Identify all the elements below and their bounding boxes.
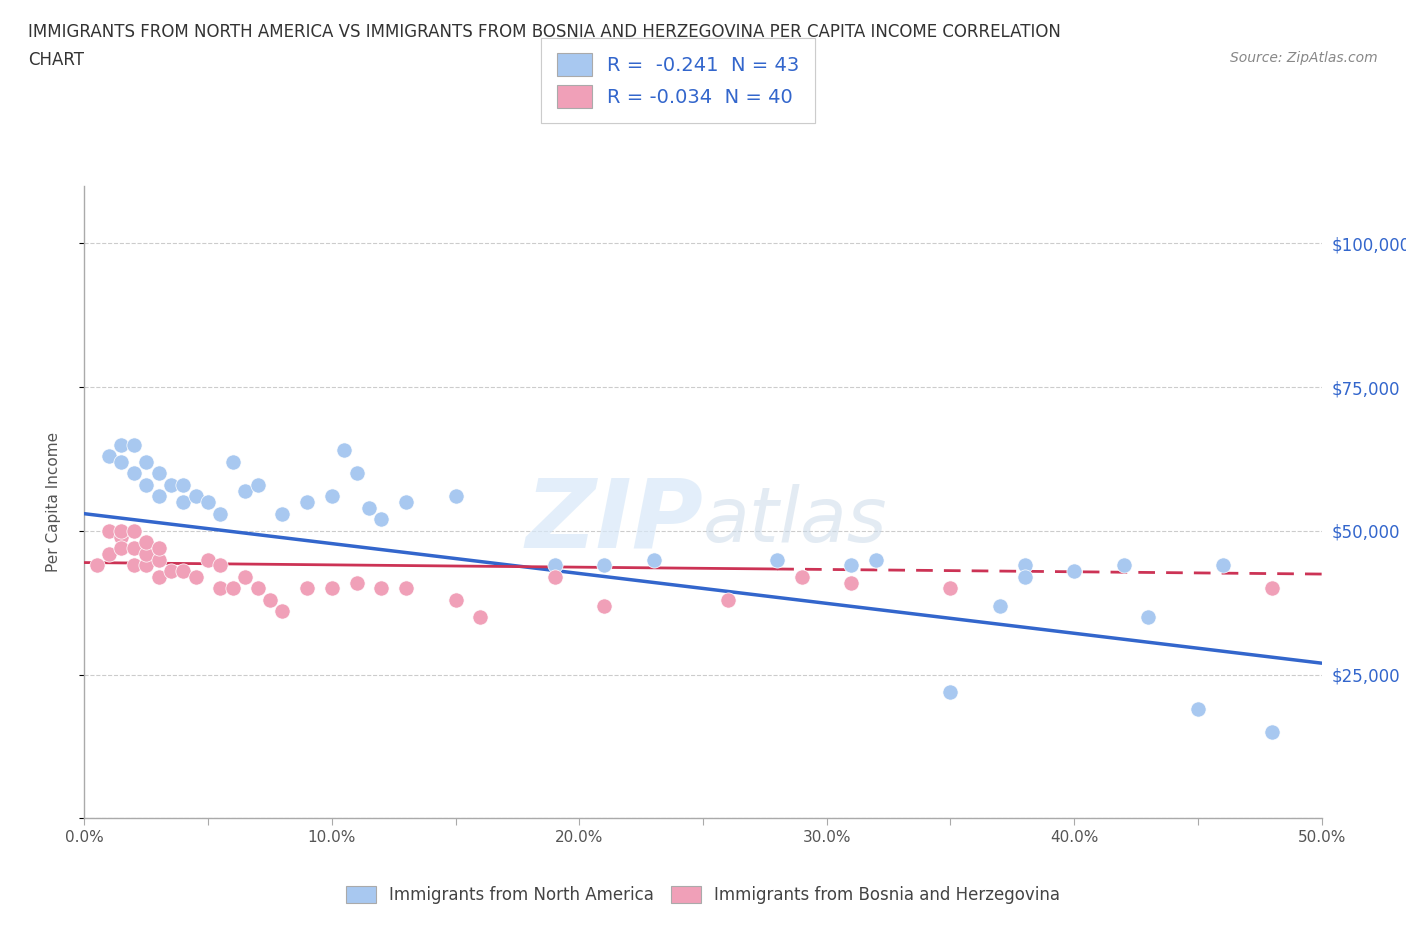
Point (98, 524, 121, 538)
Point (135, 477, 157, 492)
Point (148, 552, 170, 567)
Text: atlas: atlas (703, 485, 887, 558)
Point (122, 558, 145, 573)
Text: IMMIGRANTS FROM NORTH AMERICA VS IMMIGRANTS FROM BOSNIA AND HERZEGOVINA PER CAPI: IMMIGRANTS FROM NORTH AMERICA VS IMMIGRA… (28, 23, 1062, 41)
Point (1261, 724, 1284, 739)
Point (444, 489, 467, 504)
Point (122, 540, 145, 555)
Point (222, 455, 245, 470)
Point (135, 535, 157, 550)
Legend: R =  -0.241  N = 43, R = -0.034  N = 40: R = -0.241 N = 43, R = -0.034 N = 40 (541, 37, 815, 124)
Point (148, 569, 170, 584)
Point (444, 592, 467, 607)
Point (295, 495, 318, 510)
Point (1137, 610, 1160, 625)
Point (172, 477, 194, 492)
Point (1112, 558, 1135, 573)
Point (110, 437, 132, 452)
Point (184, 489, 207, 504)
Point (148, 540, 170, 555)
Point (148, 489, 170, 504)
Point (246, 581, 269, 596)
Point (110, 529, 132, 544)
Point (160, 477, 183, 492)
Point (209, 506, 232, 521)
Point (333, 443, 356, 458)
Point (395, 495, 418, 510)
Point (233, 569, 256, 584)
Point (135, 547, 157, 562)
Point (470, 610, 492, 625)
Point (110, 455, 132, 470)
Point (939, 684, 962, 699)
Point (841, 558, 863, 573)
Point (86, 558, 108, 573)
Point (321, 581, 343, 596)
Point (295, 581, 318, 596)
Point (395, 581, 418, 596)
Point (1212, 558, 1234, 573)
Point (246, 477, 269, 492)
Point (593, 598, 616, 613)
Point (222, 581, 245, 596)
Point (135, 455, 157, 470)
Point (370, 512, 392, 527)
Point (209, 581, 232, 596)
Point (110, 540, 132, 555)
Point (593, 558, 616, 573)
Point (98, 547, 121, 562)
Point (865, 552, 887, 567)
Point (543, 569, 565, 584)
Point (209, 558, 232, 573)
Point (1014, 558, 1036, 573)
Point (135, 558, 157, 573)
Point (543, 558, 565, 573)
Point (1261, 581, 1284, 596)
Point (259, 592, 281, 607)
Point (766, 552, 789, 567)
Point (643, 552, 665, 567)
Text: CHART: CHART (28, 51, 84, 69)
Point (122, 437, 145, 452)
Text: ZIP: ZIP (524, 474, 703, 567)
Point (148, 466, 170, 481)
Point (988, 598, 1011, 613)
Point (122, 524, 145, 538)
Y-axis label: Per Capita Income: Per Capita Income (46, 432, 60, 572)
Point (717, 592, 740, 607)
Point (233, 484, 256, 498)
Legend: Immigrants from North America, Immigrants from Bosnia and Herzegovina: Immigrants from North America, Immigrant… (337, 878, 1069, 912)
Text: Source: ZipAtlas.com: Source: ZipAtlas.com (1230, 51, 1378, 65)
Point (370, 581, 392, 596)
Point (172, 564, 194, 578)
Point (357, 500, 380, 515)
Point (197, 495, 219, 510)
Point (1063, 564, 1085, 578)
Point (1014, 569, 1036, 584)
Point (841, 576, 863, 591)
Point (184, 569, 207, 584)
Point (790, 569, 813, 584)
Point (172, 495, 194, 510)
Point (98, 449, 121, 464)
Point (271, 604, 294, 618)
Point (197, 552, 219, 567)
Point (122, 466, 145, 481)
Point (346, 576, 368, 591)
Point (110, 524, 132, 538)
Point (160, 564, 183, 578)
Point (939, 581, 962, 596)
Point (346, 466, 368, 481)
Point (1187, 702, 1209, 717)
Point (271, 506, 294, 521)
Point (321, 489, 343, 504)
